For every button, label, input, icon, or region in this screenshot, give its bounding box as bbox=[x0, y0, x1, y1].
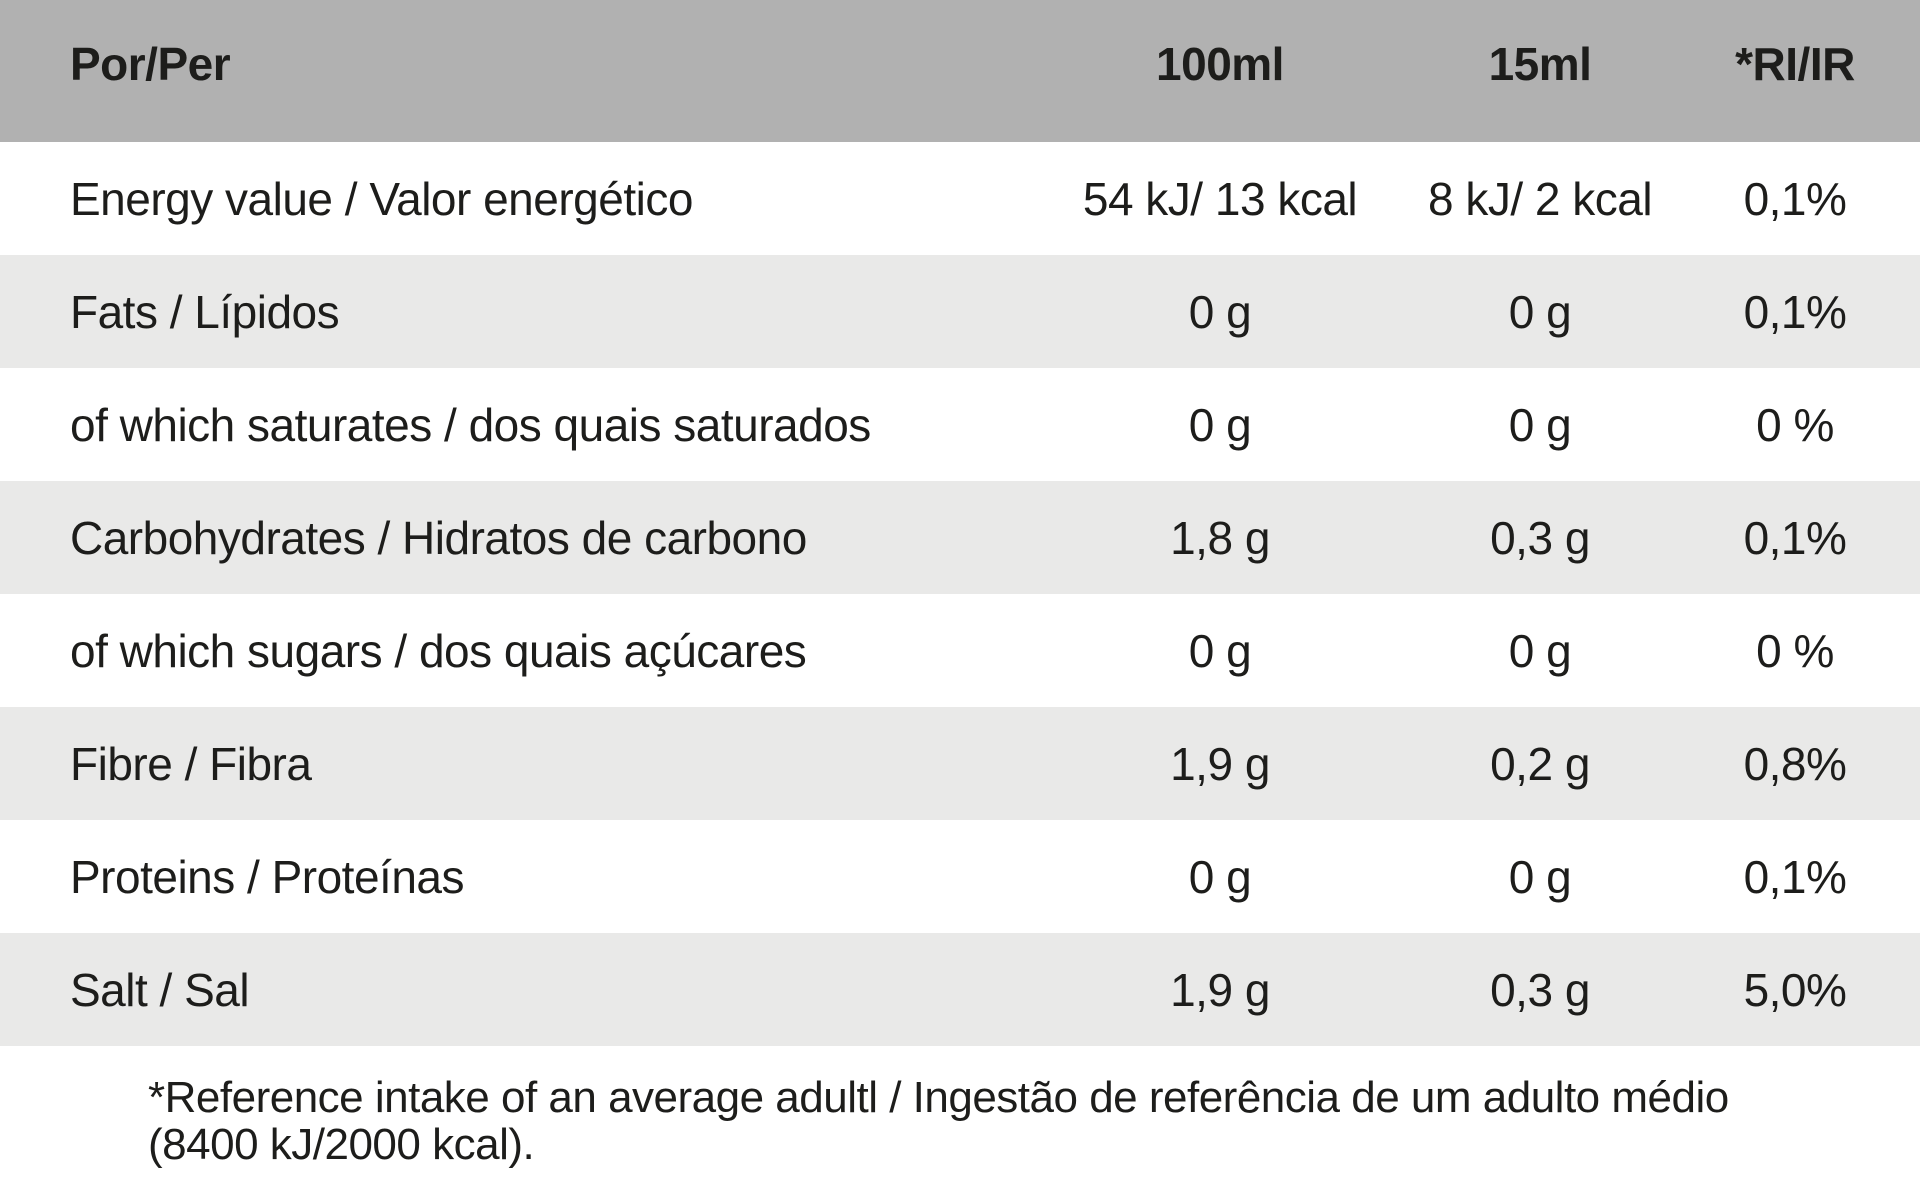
nutrient-label: Carbohydrates / Hidratos de carbono bbox=[70, 511, 807, 564]
value-per-100ml: 0 g bbox=[1188, 850, 1252, 903]
reference-intake-footnote: *Reference intake of an average adultl /… bbox=[0, 1046, 1920, 1196]
table-row: Fats / Lípidos 0 g 0 g 0,1% bbox=[0, 255, 1920, 368]
table-row: Proteins / Proteínas 0 g 0 g 0,1% bbox=[0, 820, 1920, 933]
value-ri-percent: 0,1% bbox=[1743, 285, 1847, 338]
value-ri-percent: 0,8% bbox=[1743, 737, 1847, 790]
value-per-100ml: 0 g bbox=[1188, 398, 1252, 451]
value-ri-percent: 0 % bbox=[1756, 398, 1834, 451]
value-per-100ml: 1,9 g bbox=[1170, 737, 1270, 790]
value-per-15ml: 8 kJ/ 2 kcal bbox=[1427, 172, 1653, 225]
value-per-100ml: 0 g bbox=[1188, 624, 1252, 677]
footnote-line-2: (8400 kJ/2000 kcal). bbox=[148, 1120, 535, 1169]
nutrient-label: Proteins / Proteínas bbox=[70, 850, 464, 903]
table-row: Energy value / Valor energético 54 kJ/ 1… bbox=[0, 142, 1920, 255]
table-row: of which saturates / dos quais saturados… bbox=[0, 368, 1920, 481]
header-15ml: 15ml bbox=[1488, 38, 1592, 90]
nutrient-label: of which sugars / dos quais açúcares bbox=[70, 624, 807, 677]
value-per-15ml: 0,2 g bbox=[1490, 737, 1590, 790]
table-row: Salt / Sal 1,9 g 0,3 g 5,0% bbox=[0, 933, 1920, 1046]
table-header-row: Por/Per 100ml 15ml *RI/IR bbox=[0, 0, 1920, 142]
value-per-100ml: 54 kJ/ 13 kcal bbox=[1082, 172, 1358, 225]
value-per-100ml: 0 g bbox=[1188, 285, 1252, 338]
header-ri-ir: *RI/IR bbox=[1735, 38, 1855, 90]
table-row: Fibre / Fibra 1,9 g 0,2 g 0,8% bbox=[0, 707, 1920, 820]
value-per-100ml: 1,9 g bbox=[1170, 963, 1270, 1016]
header-por-per: Por/Per bbox=[70, 38, 231, 90]
value-per-100ml: 1,8 g bbox=[1170, 511, 1270, 564]
header-100ml: 100ml bbox=[1156, 38, 1284, 90]
value-ri-percent: 0,1% bbox=[1743, 511, 1847, 564]
nutrient-label: Energy value / Valor energético bbox=[70, 172, 693, 225]
value-per-15ml: 0 g bbox=[1508, 285, 1572, 338]
nutrient-label: Salt / Sal bbox=[70, 963, 250, 1016]
value-per-15ml: 0 g bbox=[1508, 850, 1572, 903]
value-per-15ml: 0 g bbox=[1508, 624, 1572, 677]
table-body: Energy value / Valor energético 54 kJ/ 1… bbox=[0, 142, 1920, 1046]
value-ri-percent: 0 % bbox=[1756, 624, 1834, 677]
nutrient-label: Fibre / Fibra bbox=[70, 737, 312, 790]
value-per-15ml: 0 g bbox=[1508, 398, 1572, 451]
value-ri-percent: 0,1% bbox=[1743, 172, 1847, 225]
table-row: Carbohydrates / Hidratos de carbono 1,8 … bbox=[0, 481, 1920, 594]
value-per-15ml: 0,3 g bbox=[1490, 511, 1590, 564]
table-row: of which sugars / dos quais açúcares 0 g… bbox=[0, 594, 1920, 707]
value-ri-percent: 5,0% bbox=[1743, 963, 1847, 1016]
value-ri-percent: 0,1% bbox=[1743, 850, 1847, 903]
nutrient-label: of which saturates / dos quais saturados bbox=[70, 398, 871, 451]
value-per-15ml: 0,3 g bbox=[1490, 963, 1590, 1016]
footnote-line-1: *Reference intake of an average adultl /… bbox=[148, 1073, 1729, 1122]
nutrient-label: Fats / Lípidos bbox=[70, 285, 340, 338]
